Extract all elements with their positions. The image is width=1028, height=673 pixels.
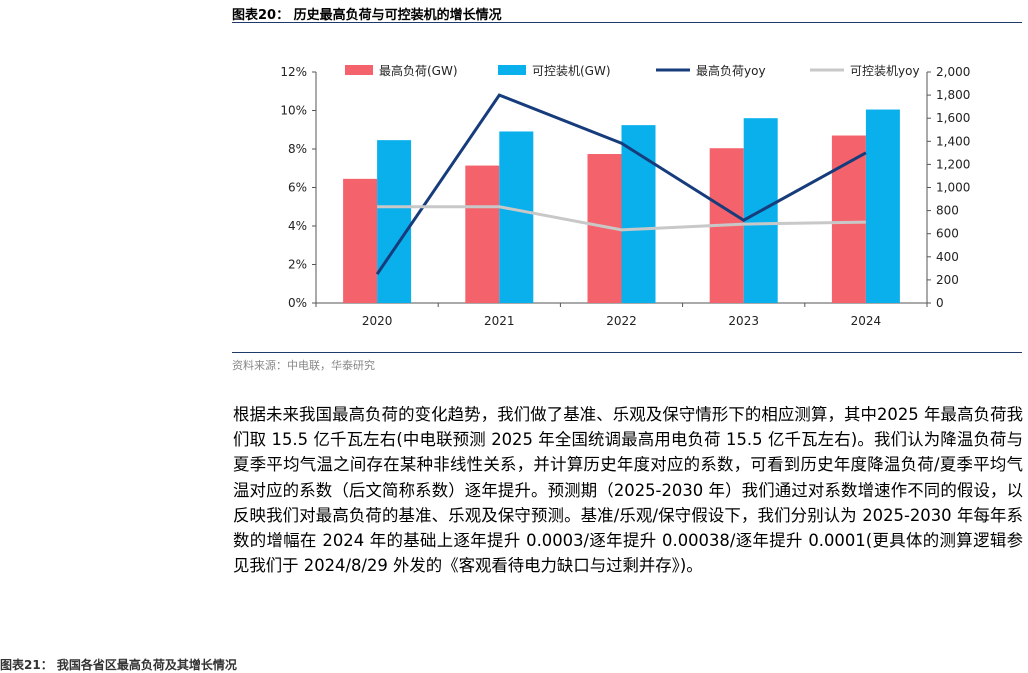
x-tick-label: 2024 [851,314,882,328]
capacity-yoy-line [377,205,866,232]
bar-controllable-capacity [499,131,534,303]
x-tick-label: 2020 [362,314,393,328]
source-divider [232,352,1022,353]
load-capacity-chart: 0% 2% 4% 6% 8% 10% 12% 0 200 400 600 800 1,000 1,200 1… [280,63,970,328]
right-tick-label: 800 [936,204,959,218]
bar-controllable-capacity [621,125,656,303]
source-note: 资料来源：中电联，华泰研究 [232,359,375,372]
bar-peak-load [343,178,378,303]
figure-title: 图表20： 历史最高负荷与可控装机的增长情况 [232,8,502,23]
x-tick-label: 2023 [728,314,759,328]
right-tick-label: 2,000 [936,65,970,79]
bar-peak-load [465,165,500,303]
right-tick-label: 0 [936,296,944,310]
title-divider [232,22,1022,23]
left-tick-label: 6% [288,181,307,195]
peak-load-yoy-line [375,93,867,275]
left-tick-label: 12% [280,65,307,79]
legend-swatch [345,65,373,75]
bar-controllable-capacity [377,140,412,303]
right-tick-label: 600 [936,227,959,241]
left-tick-label: 8% [288,142,307,156]
x-tick-label: 2021 [484,314,515,328]
right-tick-label: 1,800 [936,88,970,102]
left-tick-label: 10% [280,104,307,118]
right-tick-label: 1,000 [936,181,970,195]
legend-label: 可控装机yoy [850,64,920,78]
left-tick-label: 0% [288,296,307,310]
body-paragraph: 根据未来我国最高负荷的变化趋势，我们做了基准、乐观及保守情形下的相应测算，其中2… [233,405,1023,576]
next-figure-caption: 图表21： 我国各省区最高负荷及其增长情况 [0,658,237,672]
right-tick-label: 200 [936,273,959,287]
legend-swatch [498,65,526,75]
bar-controllable-capacity [865,109,900,303]
left-tick-label: 4% [288,219,307,233]
right-tick-label: 400 [936,250,959,264]
right-tick-label: 1,600 [936,111,970,125]
right-tick-label: 1,200 [936,157,970,171]
legend-label: 可控装机(GW) [532,64,611,78]
x-tick-label: 2022 [606,314,637,328]
legend-label: 最高负荷(GW) [379,63,458,78]
right-tick-label: 1,400 [936,134,970,148]
legend-label: 最高负荷yoy [696,63,766,78]
left-tick-label: 2% [288,258,307,272]
